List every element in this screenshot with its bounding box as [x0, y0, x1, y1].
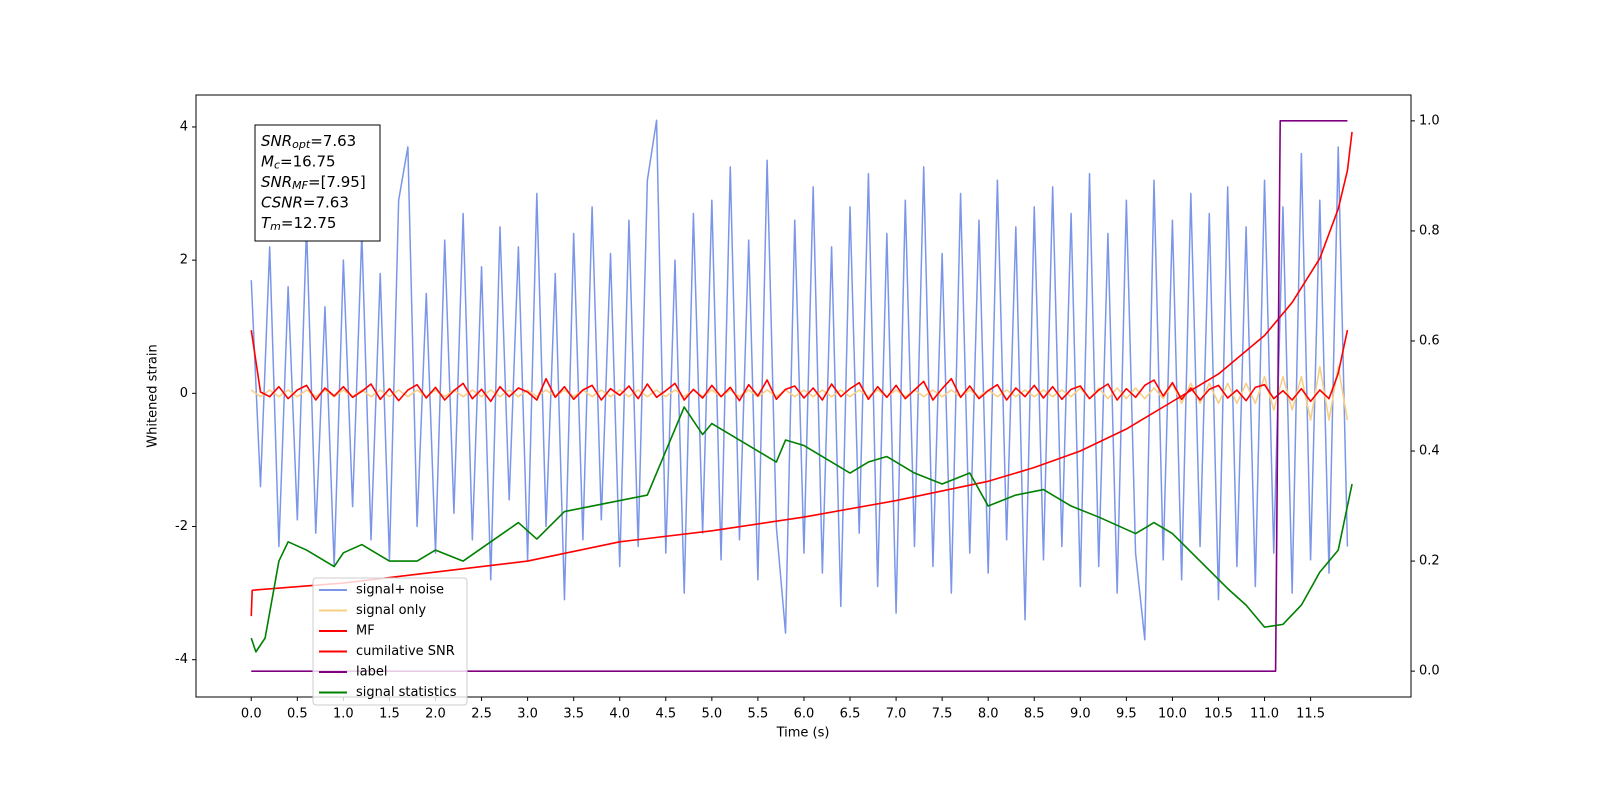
annotation-subscript: m: [270, 220, 281, 233]
y2-tick-label: 0.4: [1419, 444, 1440, 459]
x-tick-label: 2.5: [471, 707, 492, 722]
x-axis-label: Time (s): [776, 726, 830, 741]
x-tick-label: 4.5: [655, 707, 676, 722]
legend-label: signal only: [356, 603, 426, 618]
x-tick-label: 10.0: [1158, 707, 1187, 722]
x-tick-label: 0.0: [241, 707, 262, 722]
annotation-line: CSNR=7.63: [261, 193, 349, 211]
y2-tick-label: 0.6: [1419, 333, 1440, 348]
y-tick-label: 0: [180, 386, 188, 401]
series-line: [251, 120, 1348, 672]
annotation-symbol: SNR: [261, 173, 292, 191]
y2-tick-label: 1.0: [1419, 113, 1440, 128]
y-tick-label: 4: [180, 119, 188, 134]
series-line: [250, 365, 1349, 421]
annotation-value: =16.75: [280, 152, 336, 170]
x-tick-label: 6.0: [794, 707, 815, 722]
y-axis-label: Whitened strain: [146, 344, 161, 447]
x-tick-label: 8.0: [978, 707, 999, 722]
legend-label: signal statistics: [356, 685, 457, 700]
series-line: [250, 119, 1349, 641]
x-tick-label: 7.0: [886, 707, 907, 722]
annotation-value: =12.75: [281, 214, 337, 232]
x-tick-label: 3.5: [563, 707, 584, 722]
x-tick-label: 7.5: [932, 707, 953, 722]
x-tick-label: 8.5: [1024, 707, 1045, 722]
annotation-symbol: CSNR: [261, 193, 303, 211]
x-tick-label: 11.5: [1296, 707, 1325, 722]
legend-label: signal+ noise: [356, 583, 444, 598]
annotation-line: SNRopt=7.63: [261, 132, 356, 152]
x-tick-label: 2.0: [425, 707, 446, 722]
annotation-line: Tm=12.75: [261, 214, 336, 234]
x-tick-label: 10.5: [1204, 707, 1233, 722]
y2-tick-label: 0.0: [1419, 664, 1440, 679]
x-tick-label: 1.0: [333, 707, 354, 722]
series-line: [250, 329, 1349, 403]
annotation-symbol: T: [261, 214, 272, 232]
y-tick-label: -4: [175, 652, 188, 667]
series-line: [250, 131, 1353, 617]
annotation-line: SNRMF=[7.95]: [261, 173, 366, 193]
annotation-subscript: c: [274, 159, 280, 172]
annotation-box: [254, 124, 381, 242]
x-tick-label: 9.0: [1070, 707, 1091, 722]
x-tick-label: 0.5: [287, 707, 308, 722]
x-tick-label: 5.5: [748, 707, 769, 722]
annotation-line: Mc=16.75: [261, 152, 336, 172]
annotation-subscript: MF: [292, 179, 308, 192]
legend-box: [312, 577, 468, 706]
legend-label: label: [356, 665, 387, 680]
annotation-symbol: M: [261, 152, 274, 170]
y2-tick-label: 0.8: [1419, 223, 1440, 238]
y-tick-label: 2: [180, 253, 188, 268]
annotation-value: =7.63: [310, 132, 356, 150]
x-tick-label: 1.5: [379, 707, 400, 722]
annotation-value: =7.63: [303, 193, 349, 211]
x-tick-label: 9.5: [1116, 707, 1137, 722]
annotation-subscript: opt: [292, 138, 311, 151]
x-tick-label: 5.0: [702, 707, 723, 722]
series-line: [250, 406, 1353, 653]
x-tick-label: 6.5: [840, 707, 861, 722]
annotation-value: =[7.95]: [308, 173, 366, 191]
y2-tick-label: 0.2: [1419, 554, 1440, 569]
x-tick-label: 3.0: [517, 707, 538, 722]
legend-label: cumilative SNR: [356, 644, 455, 659]
annotation-symbol: SNR: [261, 132, 292, 150]
x-tick-label: 4.0: [609, 707, 630, 722]
legend-label: MF: [356, 624, 375, 639]
x-tick-label: 11.0: [1250, 707, 1279, 722]
y-tick-label: -2: [175, 519, 188, 534]
